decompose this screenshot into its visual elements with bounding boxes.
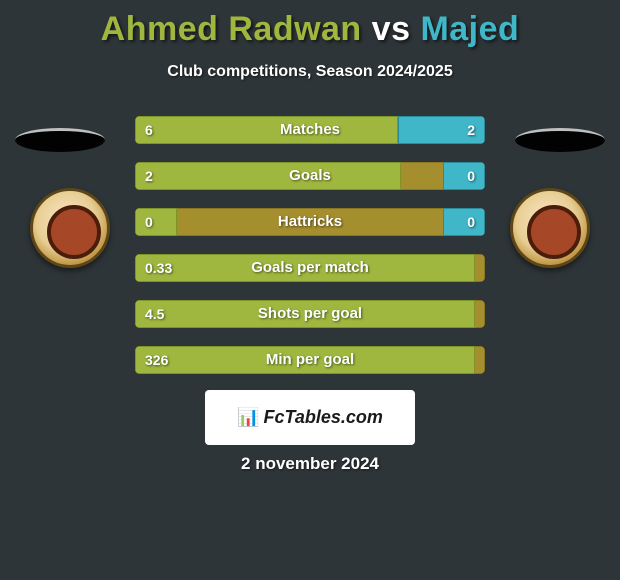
stat-value-left: 0.33 [145,254,172,282]
stat-value-left: 326 [145,346,168,374]
stat-row: Shots per goal4.5 [135,300,485,328]
stat-row: Min per goal326 [135,346,485,374]
stat-value-left: 4.5 [145,300,164,328]
stat-value-right: 0 [467,162,475,190]
branding-badge: 📊 FcTables.com [205,390,415,445]
stat-value-right: 2 [467,116,475,144]
team-crest-left [30,188,110,268]
stat-value-left: 2 [145,162,153,190]
stat-row: Goals per match0.33 [135,254,485,282]
stat-bar-group: Matches62Goals20Hattricks00Goals per mat… [135,116,485,392]
comparison-stage: Matches62Goals20Hattricks00Goals per mat… [0,98,620,418]
chart-icon: 📊 [237,407,257,428]
player1-name: Ahmed Radwan [101,10,362,48]
stat-label: Matches [135,116,485,144]
footer-date: 2 november 2024 [0,454,620,474]
vs-text: vs [372,10,411,48]
crest-shadow-right [515,128,605,152]
stat-label: Min per goal [135,346,485,374]
stat-label: Goals [135,162,485,190]
stat-row: Goals2 0 [135,162,485,190]
branding-text: FcTables.com [264,407,383,428]
stat-value-left: 0 [145,208,153,236]
player2-name: Majed [420,10,519,48]
comparison-title: Ahmed Radwan vs Majed [0,0,620,49]
stat-label: Goals per match [135,254,485,282]
stat-label: Shots per goal [135,300,485,328]
stat-value-right: 0 [467,208,475,236]
stat-row: Matches6 2 [135,116,485,144]
crest-shadow-left [15,128,105,152]
comparison-subtitle: Club competitions, Season 2024/2025 [0,63,620,81]
stat-row: Hattricks0 0 [135,208,485,236]
stat-label: Hattricks [135,208,485,236]
team-crest-right [510,188,590,268]
stat-value-left: 6 [145,116,153,144]
